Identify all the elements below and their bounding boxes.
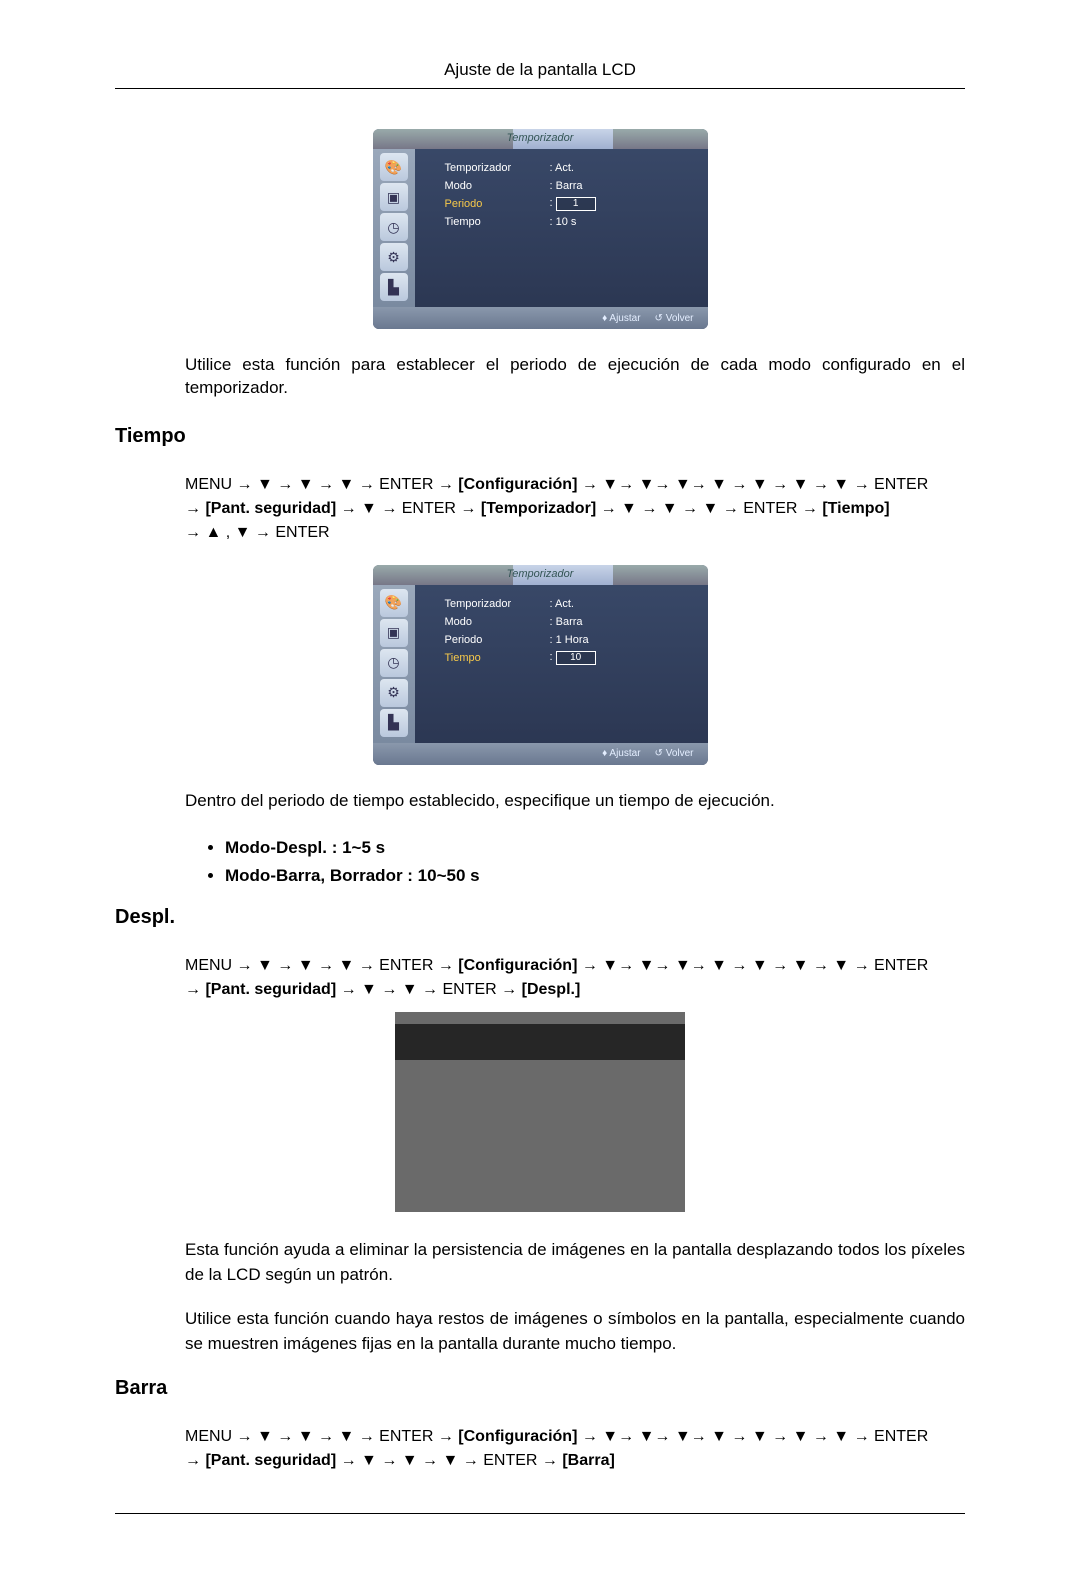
osd2-row1-k: Modo (445, 616, 550, 628)
osd1-row1-v: : Barra (550, 180, 583, 192)
heading-tiempo: Tiempo (115, 425, 965, 448)
osd2-row2-v: : 1 Hora (550, 634, 589, 646)
osd2-title: Temporizador (373, 568, 708, 580)
osd1-footer: ♦ Ajustar ↺ Volver (373, 307, 708, 329)
list-item: Modo-Barra, Borrador : 10~50 s (225, 866, 965, 886)
osd1-row1-k: Modo (445, 180, 550, 192)
osd-screenshot-2: Temporizador 🎨 ▣ ◷ ⚙ ▙ Temporizador: Act… (115, 565, 965, 765)
nav-seq-barra: MENU → ▼ → ▼ → ▼ → ENTER → [Configuració… (185, 1425, 965, 1473)
screen-icon: ▣ (380, 619, 408, 647)
osd2-content: Temporizador: Act. Modo: Barra Periodo: … (415, 585, 708, 743)
clock-icon: ◷ (380, 649, 408, 677)
osd1-row0-v: : Act. (550, 162, 574, 174)
osd1-row3-v: : 10 s (550, 216, 577, 228)
osd1-row2-k: Periodo (445, 198, 550, 210)
osd2-footer-adjust: ♦ Ajustar (602, 748, 640, 759)
heading-barra: Barra (115, 1377, 965, 1400)
osd2-sidebar: 🎨 ▣ ◷ ⚙ ▙ (373, 585, 415, 743)
clock-icon: ◷ (380, 213, 408, 241)
osd1-row0-k: Temporizador (445, 162, 550, 174)
osd2-row1-v: : Barra (550, 616, 583, 628)
osd1-content: Temporizador: Act. Modo: Barra Periodo: … (415, 149, 708, 307)
gear-icon: ⚙ (380, 243, 408, 271)
para-intro1: Utilice esta función para establecer el … (185, 354, 965, 400)
osd2-footer-back: ↺ Volver (655, 748, 694, 759)
footer-rule (115, 1513, 965, 1514)
gear-icon: ⚙ (380, 679, 408, 707)
osd2-footer: ♦ Ajustar ↺ Volver (373, 743, 708, 765)
osd2-row3-v: : 10 (550, 651, 596, 665)
osd-screenshot-1: Temporizador 🎨 ▣ ◷ ⚙ ▙ Temporizador: Act… (115, 129, 965, 329)
modes-list: Modo-Despl. : 1~5 s Modo-Barra, Borrador… (225, 838, 965, 886)
osd2-row2-k: Periodo (445, 634, 550, 646)
osd2-row3-k: Tiempo (445, 652, 550, 664)
osd1-footer-adjust: ♦ Ajustar (602, 313, 640, 324)
osd1-footer-back: ↺ Volver (655, 313, 694, 324)
nav-seq-tiempo: MENU → ▼ → ▼ → ▼ → ENTER → [Configuració… (185, 473, 965, 545)
chart-icon: ▙ (380, 709, 408, 737)
paint-icon: 🎨 (380, 153, 408, 181)
screen-icon: ▣ (380, 183, 408, 211)
osd1-title: Temporizador (373, 132, 708, 144)
chart-icon: ▙ (380, 273, 408, 301)
osd1-row2-v: : 1 (550, 197, 596, 211)
nav-seq-despl: MENU → ▼ → ▼ → ▼ → ENTER → [Configuració… (185, 954, 965, 1002)
para-despl-1: Esta función ayuda a eliminar la persist… (185, 1237, 965, 1288)
page-header: Ajuste de la pantalla LCD (115, 60, 965, 89)
osd1-row3-k: Tiempo (445, 216, 550, 228)
osd2-row0-v: : Act. (550, 598, 574, 610)
osd2-row0-k: Temporizador (445, 598, 550, 610)
osd1-sidebar: 🎨 ▣ ◷ ⚙ ▙ (373, 149, 415, 307)
heading-despl: Despl. (115, 906, 965, 929)
list-item: Modo-Despl. : 1~5 s (225, 838, 965, 858)
paint-icon: 🎨 (380, 589, 408, 617)
para-intro2: Dentro del periodo de tiempo establecido… (185, 790, 965, 813)
para-despl-2: Utilice esta función cuando haya restos … (185, 1306, 965, 1357)
despl-preview (115, 1012, 965, 1212)
